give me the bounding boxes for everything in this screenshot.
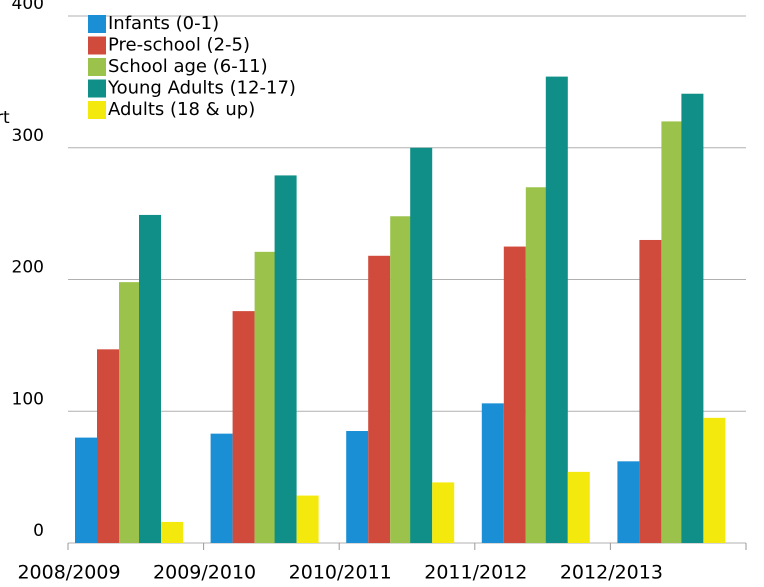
legend-swatch [88,36,106,55]
legend-swatch [88,101,106,119]
x-tick-label: 2010/2011 [289,562,392,584]
bar [481,403,504,543]
bar [346,431,369,543]
x-tick-label: 2012/2013 [560,562,663,584]
legend-swatch [88,15,106,33]
bar [410,147,433,543]
x-tick-label: 2008/2009 [17,562,120,584]
bar [232,311,255,543]
bar [274,175,297,544]
bar [681,93,704,544]
y-axis-label: rt [0,108,10,128]
x-tick-label: 2009/2010 [153,562,256,584]
legend-label: Pre-school (2-5) [108,35,250,56]
bar [210,433,233,543]
bar [639,239,662,543]
y-tick-label: 100 [12,389,44,409]
bar [432,482,455,543]
bar [161,521,183,543]
bar [503,246,526,543]
bar [97,349,119,543]
bar [661,121,684,544]
legend-label: Adults (18 & up) [108,99,255,120]
legend-label: School age (6-11) [108,56,268,77]
bar [254,251,277,543]
bar [703,417,726,543]
y-tick-label: 300 [12,126,44,146]
bar [75,437,97,543]
bar [368,255,391,543]
bar [390,216,413,543]
y-tick-label: 200 [12,258,44,278]
bar [525,187,548,543]
bar [545,76,568,543]
bar [567,471,590,543]
bar [617,461,640,543]
legend-label: Young Adults (12-17) [107,78,296,99]
x-tick-label: 2011/2012 [424,562,527,584]
legend-swatch [88,58,106,76]
bar [119,282,141,543]
legend-label: Infants (0-1) [108,13,219,34]
bar [296,495,319,543]
y-tick-label: 400 [12,0,44,14]
legend-swatch [88,79,106,98]
y-tick-label: 0 [33,521,44,541]
bar [139,214,161,543]
